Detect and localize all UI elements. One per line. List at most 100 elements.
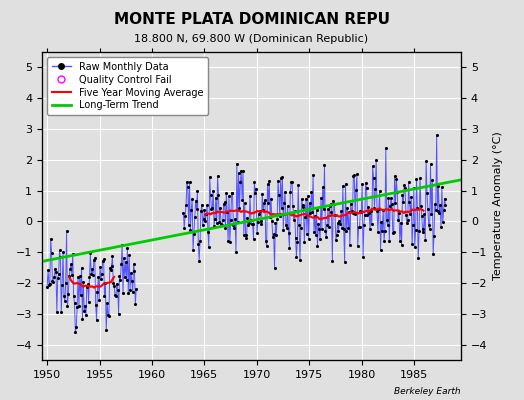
Point — [306, 210, 314, 217]
Point — [347, 208, 356, 214]
Point — [422, 158, 430, 165]
Point — [232, 249, 240, 255]
Point — [107, 262, 116, 269]
Point — [349, 173, 357, 180]
Point — [419, 228, 427, 235]
Point — [427, 211, 435, 218]
Point — [321, 228, 330, 234]
Point — [79, 279, 88, 285]
Point — [242, 235, 250, 242]
Point — [334, 227, 343, 234]
Point — [286, 189, 294, 195]
Point — [206, 192, 215, 198]
Point — [397, 242, 406, 248]
Point — [86, 250, 94, 257]
Point — [130, 268, 139, 274]
Point — [189, 247, 197, 253]
Point — [328, 258, 336, 264]
Point — [195, 258, 203, 264]
Y-axis label: Temperature Anomaly (°C): Temperature Anomaly (°C) — [493, 132, 503, 280]
Point — [283, 203, 292, 209]
Point — [369, 175, 378, 181]
Point — [374, 229, 382, 236]
Point — [225, 193, 233, 200]
Point — [271, 220, 280, 226]
Point — [194, 241, 202, 247]
Point — [427, 161, 435, 168]
Point — [367, 208, 375, 214]
Point — [67, 261, 75, 267]
Text: Berkeley Earth: Berkeley Earth — [395, 387, 461, 396]
Point — [282, 225, 291, 232]
Point — [58, 282, 67, 288]
Point — [71, 329, 80, 336]
Point — [75, 273, 84, 279]
Point — [409, 221, 417, 228]
Point — [281, 188, 289, 195]
Point — [341, 180, 350, 187]
Point — [352, 186, 360, 193]
Point — [389, 228, 398, 235]
Point — [68, 272, 76, 278]
Point — [359, 254, 367, 260]
Point — [384, 221, 392, 228]
Point — [275, 192, 283, 198]
Point — [402, 212, 410, 218]
Point — [373, 208, 381, 214]
Point — [108, 253, 117, 260]
Point — [119, 255, 128, 261]
Point — [82, 312, 90, 318]
Point — [95, 297, 103, 303]
Point — [305, 200, 314, 206]
Point — [64, 290, 72, 297]
Point — [282, 222, 290, 228]
Point — [200, 207, 209, 213]
Point — [251, 190, 259, 196]
Point — [119, 290, 127, 297]
Point — [219, 217, 227, 224]
Point — [318, 225, 326, 232]
Point — [279, 227, 288, 234]
Point — [187, 207, 195, 213]
Point — [221, 199, 229, 206]
Point — [377, 219, 386, 225]
Point — [128, 289, 137, 296]
Point — [242, 232, 250, 238]
Point — [391, 200, 400, 207]
Point — [370, 204, 379, 211]
Point — [70, 300, 79, 306]
Point — [280, 200, 288, 206]
Point — [328, 208, 336, 215]
Point — [259, 207, 267, 214]
Point — [255, 208, 264, 214]
Point — [388, 201, 396, 208]
Point — [309, 172, 317, 179]
Point — [53, 308, 61, 315]
Point — [336, 220, 344, 227]
Point — [131, 301, 139, 307]
Point — [52, 269, 60, 276]
Point — [69, 293, 78, 299]
Point — [425, 226, 434, 232]
Point — [214, 191, 223, 198]
Point — [72, 324, 81, 330]
Point — [91, 255, 99, 262]
Point — [385, 238, 394, 244]
Point — [179, 210, 188, 216]
Point — [110, 283, 118, 290]
Point — [112, 293, 120, 300]
Point — [226, 217, 235, 223]
Point — [118, 242, 126, 248]
Point — [51, 266, 59, 272]
Point — [213, 173, 222, 179]
Point — [261, 197, 269, 204]
Point — [372, 157, 380, 164]
Point — [93, 289, 102, 295]
Point — [362, 185, 370, 192]
Point — [226, 239, 234, 245]
Point — [348, 210, 357, 216]
Point — [325, 203, 334, 210]
Point — [366, 226, 374, 232]
Point — [332, 237, 340, 243]
Point — [290, 208, 299, 214]
